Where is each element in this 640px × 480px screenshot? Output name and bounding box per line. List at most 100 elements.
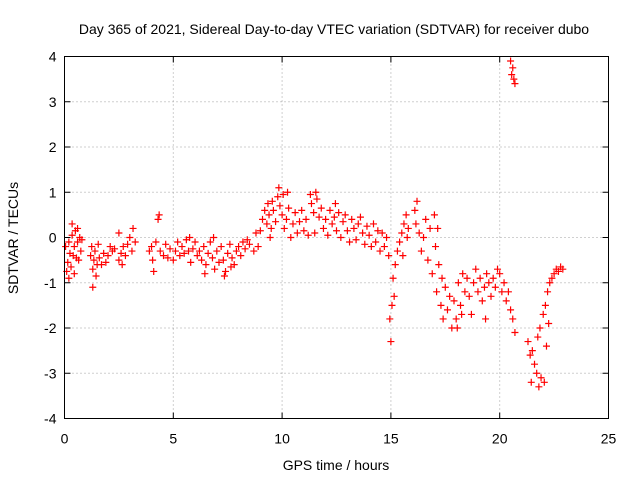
data-point: [420, 234, 428, 241]
data-point: [176, 252, 184, 260]
data-point: [402, 211, 410, 219]
data-point: [539, 310, 547, 318]
data-point: [398, 229, 406, 237]
data-point: [474, 288, 482, 296]
data-point: [117, 249, 125, 257]
data-point: [350, 224, 358, 232]
data-point: [437, 301, 445, 309]
data-point: [333, 227, 340, 235]
data-point: [467, 310, 475, 318]
data-point: [65, 238, 73, 246]
data-point: [343, 227, 351, 235]
data-point: [311, 229, 319, 237]
data-point: [411, 206, 419, 214]
data-point: [74, 224, 82, 232]
data-point: [509, 64, 517, 72]
data-point: [346, 238, 354, 246]
data-point: [67, 263, 75, 271]
data-point: [478, 297, 486, 305]
data-point: [149, 256, 157, 264]
data-point: [511, 329, 519, 337]
data-point: [452, 315, 460, 323]
data-point: [204, 249, 212, 257]
data-point: [89, 283, 97, 291]
data-point: [307, 200, 315, 208]
plot-frame: [64, 56, 609, 419]
data-point: [252, 229, 260, 237]
data-point: [166, 245, 174, 253]
grid-lines: [64, 56, 609, 419]
data-point: [222, 267, 230, 275]
data-point: [220, 272, 228, 280]
data-point: [457, 301, 465, 309]
data-point: [213, 247, 221, 255]
data-point: [404, 224, 412, 232]
data-point: [387, 338, 395, 346]
data-point: [186, 234, 194, 241]
data-point: [422, 215, 430, 223]
data-point: [443, 306, 451, 314]
data-point: [450, 297, 458, 305]
data-points: [62, 57, 567, 391]
data-point: [526, 351, 534, 359]
y-tick-label: 4: [49, 49, 57, 65]
data-point: [278, 211, 286, 219]
y-tick-label: 3: [49, 94, 57, 110]
data-point: [380, 243, 388, 251]
data-point: [510, 75, 518, 83]
data-point: [507, 306, 515, 314]
data-point: [232, 247, 240, 255]
data-point: [509, 315, 517, 323]
data-point: [390, 292, 398, 300]
data-point: [502, 297, 510, 305]
data-point: [88, 243, 96, 251]
data-point: [317, 204, 325, 212]
data-point: [62, 243, 70, 251]
data-point: [542, 342, 550, 350]
data-point: [266, 234, 274, 241]
data-point: [330, 213, 338, 221]
data-point: [489, 274, 497, 282]
data-point: [296, 218, 304, 226]
data-point: [548, 274, 556, 282]
data-point: [485, 279, 493, 287]
y-tick-label: -1: [44, 275, 57, 291]
data-point: [365, 231, 373, 239]
data-point: [434, 224, 442, 232]
data-point: [154, 215, 162, 223]
data-point: [322, 215, 330, 223]
data-point: [356, 213, 364, 221]
data-point: [89, 265, 97, 273]
y-tick-label: 1: [49, 184, 57, 200]
x-tick-label: 15: [383, 431, 399, 447]
data-point: [480, 283, 488, 291]
data-point: [92, 272, 100, 280]
data-point: [491, 283, 499, 291]
data-point: [378, 229, 386, 237]
data-point: [68, 231, 76, 239]
x-tick-label: 25: [601, 431, 617, 447]
data-point: [352, 236, 360, 244]
data-point: [124, 240, 132, 248]
data-point: [150, 267, 158, 275]
data-point: [540, 378, 548, 386]
data-point: [156, 247, 164, 255]
data-point: [239, 238, 247, 246]
data-point: [300, 227, 308, 235]
data-point: [126, 234, 134, 241]
data-point: [189, 245, 197, 253]
data-point: [202, 261, 210, 269]
data-point: [245, 240, 253, 248]
data-point: [315, 213, 323, 221]
data-point: [264, 200, 272, 208]
data-point: [544, 288, 552, 296]
data-point: [228, 254, 236, 262]
data-point: [87, 252, 95, 260]
data-point: [298, 206, 306, 214]
data-point: [435, 261, 443, 269]
data-point: [64, 258, 72, 266]
data-point: [369, 220, 377, 228]
data-point: [227, 263, 235, 271]
data-point: [312, 188, 320, 196]
data-point: [426, 224, 434, 232]
